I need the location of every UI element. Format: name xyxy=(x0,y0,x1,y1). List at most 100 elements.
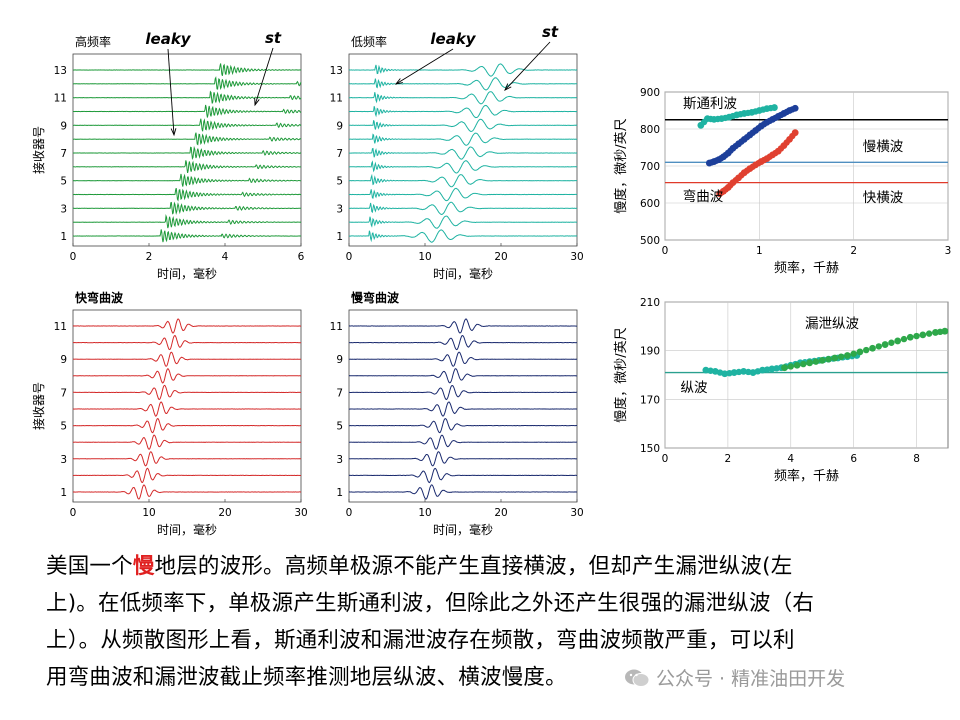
data-point-2 xyxy=(856,348,864,356)
data-point-3 xyxy=(755,160,762,167)
y-tick-label: 1 xyxy=(60,487,67,499)
y-tick-label: 700 xyxy=(640,161,660,173)
y-tick-label: 7 xyxy=(336,148,343,160)
trace-receiver-10 xyxy=(348,104,578,119)
trace-receiver-11 xyxy=(72,90,302,104)
annotation-arrow xyxy=(395,48,454,85)
y-tick-label: 1 xyxy=(336,231,343,243)
x-tick-label: 0 xyxy=(346,251,353,263)
trace-receiver-3 xyxy=(349,201,577,216)
x-tick-label: 10 xyxy=(418,251,431,263)
data-point-1 xyxy=(729,112,737,120)
y-tick-label: 13 xyxy=(330,65,343,77)
trace-receiver-2 xyxy=(72,467,301,484)
y-tick-label: 3 xyxy=(336,454,343,466)
y-tick-label: 13 xyxy=(54,65,67,77)
data-point-2 xyxy=(888,339,895,346)
annotation-arrow xyxy=(504,41,551,91)
data-point-3 xyxy=(772,149,779,157)
data-point-2 xyxy=(806,359,814,367)
data-point-2 xyxy=(913,332,920,340)
data-point-3 xyxy=(783,139,790,146)
y-tick-label: 210 xyxy=(640,297,660,309)
data-point-2 xyxy=(713,157,720,164)
panel-fast-flex: 快弯曲波 0 10 20 30 时间，毫秒 接收器号 1 3 5 7 9 11 xyxy=(31,290,308,537)
data-point-2 xyxy=(760,120,768,128)
data-point-2 xyxy=(919,331,927,339)
plot-frame xyxy=(664,301,949,449)
data-point-2 xyxy=(812,358,820,365)
label-slow-shear: 慢横波 xyxy=(863,138,904,155)
data-point-3 xyxy=(727,181,734,189)
data-point-1 xyxy=(744,109,752,117)
data-point-1 xyxy=(722,114,729,122)
trace-receiver-8 xyxy=(349,132,578,146)
y-tick-label: 5 xyxy=(336,176,343,188)
y-tick-label: 5 xyxy=(60,176,67,188)
label-fast-shear: 快横波 xyxy=(863,190,904,206)
x-tick-label: 6 xyxy=(298,251,305,263)
label-p-wave: 纵波 xyxy=(681,380,709,396)
data-point-2 xyxy=(818,357,826,364)
y-tick-label: 7 xyxy=(60,387,67,399)
trace-receiver-7 xyxy=(73,145,302,161)
data-point-2 xyxy=(793,361,801,369)
annotation-st: st xyxy=(542,23,559,41)
trace-receiver-12 xyxy=(73,76,302,91)
x-axis-label: 频率，千赫 xyxy=(774,260,839,276)
data-point-2 xyxy=(783,108,790,116)
y-tick-label: 190 xyxy=(640,346,660,358)
data-point-2 xyxy=(850,350,857,357)
data-point-1 xyxy=(752,108,759,115)
trace-receiver-5 xyxy=(348,173,577,188)
annotation-leaky: leaky xyxy=(430,30,476,48)
annotation-arrowhead xyxy=(254,97,260,107)
data-point-1 xyxy=(700,118,708,126)
y-tick-label: 5 xyxy=(60,421,67,433)
trace-receiver-4 xyxy=(72,434,302,450)
y-tick-label: 11 xyxy=(330,93,343,105)
x-tick-label: 20 xyxy=(218,507,231,519)
data-point-2 xyxy=(941,327,949,335)
plot-frame xyxy=(348,309,578,503)
data-point-2 xyxy=(831,354,839,362)
trace-receiver-5 xyxy=(72,173,302,187)
x-tick-label: 2 xyxy=(725,453,732,465)
trace-receiver-6 xyxy=(348,160,578,174)
x-tick-label: 10 xyxy=(418,507,431,519)
x-tick-label: 30 xyxy=(570,251,583,263)
trace-receiver-6 xyxy=(348,401,578,417)
data-point-1 xyxy=(740,367,748,375)
caption-line-1: 美国一个慢地层的波形。高频单极源不能产生直接横波，但却产生漏泄纵波(左 xyxy=(46,554,793,579)
x-axis-label: 时间，毫秒 xyxy=(157,522,217,537)
trace-receiver-11 xyxy=(348,318,577,334)
y-tick-label: 3 xyxy=(60,454,67,466)
trace-receiver-6 xyxy=(72,401,301,417)
x-tick-label: 20 xyxy=(494,507,507,519)
data-point-2 xyxy=(869,344,876,352)
caption-line-4: 用弯曲波和漏泄波截止频率推测地层纵波、横波慢度。 xyxy=(46,665,567,690)
caption-line-3: 上）。从频散图形上看，斯通利波和漏泄波存在频散，弯曲波频散严重，可以利 xyxy=(46,628,795,653)
y-tick-label: 170 xyxy=(640,394,660,406)
x-tick-label: 8 xyxy=(913,453,920,465)
x-axis-label: 频率，千赫 xyxy=(774,468,839,484)
data-point-2 xyxy=(772,114,779,122)
x-tick-label: 3 xyxy=(945,245,952,257)
data-point-2 xyxy=(738,138,745,145)
x-tick-label: 10 xyxy=(142,507,155,519)
data-point-2 xyxy=(755,125,762,132)
annotation-st: st xyxy=(265,29,282,47)
watermark: 公众号 · 精准油田开发 xyxy=(620,664,850,691)
panel-title: 高频率 xyxy=(75,34,111,49)
data-point-2 xyxy=(863,346,870,354)
panel-title: 快弯曲波 xyxy=(75,290,124,305)
trace-receiver-2 xyxy=(348,467,578,484)
y-tick-label: 9 xyxy=(60,354,67,366)
x-axis-label: 时间，毫秒 xyxy=(433,266,493,281)
data-point-1 xyxy=(763,366,771,373)
trace-receiver-10 xyxy=(72,334,302,351)
panel-dispersion-dipole: 0 1 2 3 500 600 700 800 900 频率，千赫 慢度，微秒/英尺 斯通利波慢横波弯… xyxy=(613,87,951,276)
